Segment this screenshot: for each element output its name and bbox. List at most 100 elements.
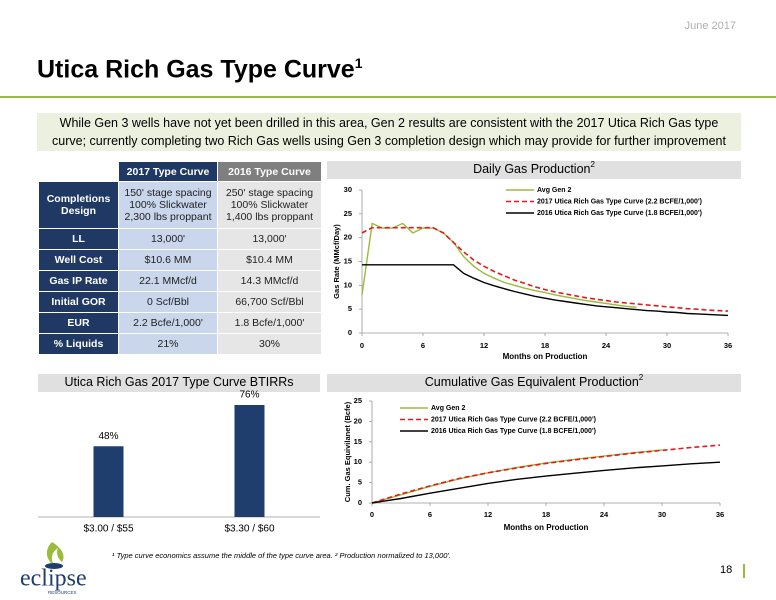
y-tick-label: 10 [354, 457, 362, 466]
table-row: % Liquids 21% 30% [39, 334, 321, 354]
logo-base [45, 563, 63, 569]
value-label: 48% [98, 431, 118, 442]
series-line [371, 461, 721, 504]
corner-cell [39, 162, 118, 181]
table-row: Initial GOR 0 Scf/Bbl 66,700 Scf/Bbl [39, 292, 321, 312]
y-tick-label: 25 [354, 396, 362, 405]
value-label: 76% [239, 390, 259, 401]
y-tick-label: 0 [358, 498, 362, 507]
chart-title-note: 2 [639, 373, 644, 382]
chart-header-bar [38, 374, 320, 392]
column-header: 2017 Type Curve [119, 162, 217, 181]
chart-title: Cumulative Gas Equivalent Production2 [425, 373, 644, 389]
table-cell: 22.1 MMcf/d [119, 271, 217, 291]
x-tick-label: 24 [602, 341, 611, 350]
date: June 2017 [684, 20, 736, 32]
series-line [371, 449, 663, 504]
series-line [361, 226, 729, 312]
x-tick-label: 36 [724, 341, 732, 350]
y-tick-label: 20 [344, 233, 352, 242]
header-row: 2017 Type Curve 2016 Type Curve [39, 162, 321, 181]
x-tick-label: $3.00 / $55 [83, 524, 133, 535]
table-cell: 2.2 Bcfe/1,000' [119, 313, 217, 333]
x-tick-label: 12 [480, 341, 488, 350]
chart-header-bar [327, 374, 741, 392]
x-tick-label: 30 [663, 341, 671, 350]
chart-title: Daily Gas Production2 [473, 160, 595, 176]
x-tick-label: 18 [542, 510, 550, 519]
x-tick-label: $3.30 / $60 [224, 524, 274, 535]
x-tick-label: 30 [658, 510, 666, 519]
chart-title-text: Utica Rich Gas 2017 Type Curve BTIRRs [64, 375, 293, 389]
y-tick-label: 15 [354, 437, 362, 446]
table-row: Well Cost $10.6 MM $10.4 MM [39, 250, 321, 270]
footnote: ¹ Type curve economics assume the middle… [112, 551, 451, 560]
x-tick-label: 36 [716, 510, 724, 519]
x-tick-label: 12 [484, 510, 492, 519]
table-cell: $10.4 MM [218, 250, 321, 270]
row-label: Well Cost [39, 250, 118, 270]
table-cell: $10.6 MM [119, 250, 217, 270]
chart-title-text: Cumulative Gas Equivalent Production [425, 375, 639, 389]
title-text: Utica Rich Gas Type Curve [37, 55, 355, 84]
logo-name: eclipse [20, 566, 87, 592]
row-label: Completions Design [39, 182, 118, 228]
page-number: 18 [720, 564, 733, 576]
row-label: LL [39, 229, 118, 249]
y-tick-label: 5 [348, 304, 352, 313]
series-line [361, 222, 637, 308]
y-tick-label: 15 [344, 256, 352, 265]
table-cell: 150' stage spacing 100% Slickwater 2,300… [119, 182, 217, 228]
table-cell: 14.3 MMcf/d [218, 271, 321, 291]
x-tick-label: 0 [360, 341, 364, 350]
row-label: Initial GOR [39, 292, 118, 312]
x-tick-label: 0 [370, 510, 374, 519]
chart-header-bar [327, 161, 741, 179]
y-tick-label: 20 [354, 416, 362, 425]
legend-label: Avg Gen 2 [537, 187, 571, 194]
table-cell: 250' stage spacing 100% Slickwater 1,400… [218, 182, 321, 228]
x-tick-label: 18 [541, 341, 549, 350]
slide-title: Utica Rich Gas Type Curve1 [37, 55, 363, 84]
x-tick-label: 6 [428, 510, 432, 519]
logo-icon [45, 542, 64, 569]
chart-title: Utica Rich Gas 2017 Type Curve BTIRRs [64, 375, 293, 389]
series-line [371, 444, 721, 504]
y-tick-label: 0 [348, 328, 352, 337]
x-axis-title: Months on Production [503, 352, 588, 361]
legend-label: 2016 Utica Rich Gas Type Curve (1.8 BCFE… [537, 210, 702, 217]
column-header: 2016 Type Curve [218, 162, 321, 181]
banner: While Gen 3 wells have not yet been dril… [37, 113, 741, 151]
x-axis-title: Months on Production [504, 523, 589, 532]
chart-title-text: Daily Gas Production [473, 162, 590, 176]
table-cell: 21% [119, 334, 217, 354]
row-label: Gas IP Rate [39, 271, 118, 291]
logo-flame [46, 542, 64, 565]
table-cell: 30% [218, 334, 321, 354]
type-curve-table: 2017 Type Curve 2016 Type Curve Completion… [38, 161, 322, 355]
y-tick-label: 5 [358, 478, 362, 487]
x-tick-label: 6 [421, 341, 425, 350]
table-row: Completions Design 150' stage spacing 100… [39, 182, 321, 228]
table-row: Gas IP Rate 22.1 MMcf/d 14.3 MMcf/d [39, 271, 321, 291]
table-cell: 1.8 Bcfe/1,000' [218, 313, 321, 333]
chart-title-note: 2 [590, 160, 595, 169]
legend-label: 2017 Utica Rich Gas Type Curve (2.2 BCFE… [431, 416, 596, 423]
table-row: LL 13,000' 13,000' [39, 229, 321, 249]
table-cell: 66,700 Scf/Bbl [218, 292, 321, 312]
logo-tagline: RESOURCES [48, 590, 77, 595]
table-row: EUR 2.2 Bcfe/1,000' 1.8 Bcfe/1,000' [39, 313, 321, 333]
y-tick-label: 10 [344, 280, 352, 289]
y-tick-label: 25 [344, 209, 352, 218]
bar [234, 405, 265, 517]
row-label: % Liquids [39, 334, 118, 354]
legend-label: Avg Gen 2 [431, 405, 465, 412]
legend-label: 2016 Utica Rich Gas Type Curve (1.8 BCFE… [431, 428, 596, 435]
legend-label: 2017 Utica Rich Gas Type Curve (2.2 BCFE… [537, 198, 702, 205]
x-tick-label: 24 [600, 510, 609, 519]
table-cell: 0 Scf/Bbl [119, 292, 217, 312]
table-cell: 13,000' [218, 229, 321, 249]
bar [93, 446, 124, 517]
